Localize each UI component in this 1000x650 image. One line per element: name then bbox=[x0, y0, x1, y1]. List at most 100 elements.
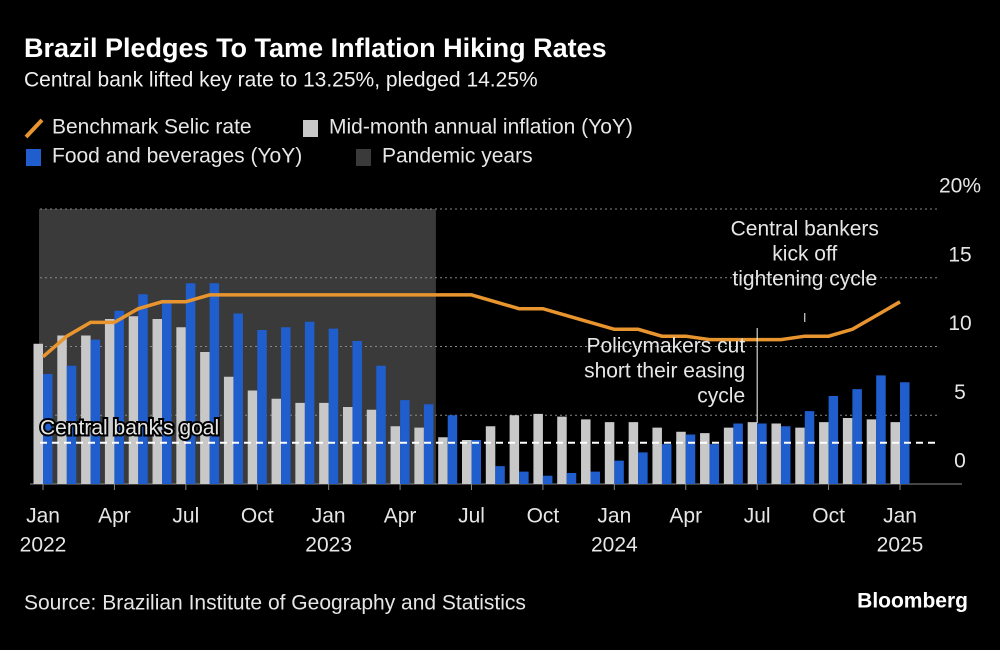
bar bbox=[771, 423, 781, 484]
x-tick-label: Jul bbox=[172, 505, 199, 528]
x-tick-label: Apr bbox=[669, 505, 702, 528]
bar bbox=[257, 330, 267, 484]
bar bbox=[447, 415, 458, 484]
bar bbox=[462, 440, 472, 484]
bar bbox=[542, 475, 553, 484]
bar bbox=[209, 283, 220, 484]
x-year-label: 2024 bbox=[591, 534, 638, 557]
annotation-text: Policymakers cut bbox=[586, 335, 745, 358]
bar bbox=[247, 390, 258, 484]
x-tick-label: Oct bbox=[527, 505, 560, 528]
y-tick-label: 20% bbox=[939, 175, 981, 198]
bar bbox=[795, 427, 805, 484]
legend-label: Pandemic years bbox=[382, 145, 533, 168]
bar bbox=[152, 319, 163, 484]
bar bbox=[638, 452, 648, 484]
bar bbox=[319, 402, 329, 484]
bar bbox=[200, 352, 210, 484]
bar bbox=[223, 376, 234, 484]
bar bbox=[471, 440, 481, 484]
x-tick-label: Jul bbox=[744, 505, 771, 528]
bar bbox=[519, 471, 529, 484]
bar bbox=[128, 316, 139, 484]
bar bbox=[614, 460, 624, 484]
y-tick-label: 0 bbox=[954, 450, 966, 473]
bar bbox=[495, 466, 505, 484]
x-tick-label: Apr bbox=[384, 505, 417, 528]
bar bbox=[557, 416, 567, 484]
bar bbox=[747, 422, 758, 484]
bar bbox=[176, 327, 186, 484]
bar bbox=[628, 422, 639, 484]
bar bbox=[233, 313, 243, 484]
legend-label: Food and beverages (YoY) bbox=[52, 145, 302, 168]
bar bbox=[804, 411, 815, 484]
bar bbox=[581, 419, 591, 484]
bar bbox=[509, 415, 520, 484]
x-tick-label: Jan bbox=[597, 505, 631, 528]
bar bbox=[352, 341, 362, 484]
x-year-label: 2022 bbox=[20, 534, 67, 557]
bar bbox=[676, 431, 686, 484]
bar bbox=[828, 396, 839, 484]
x-tick-label: Jan bbox=[26, 505, 60, 528]
bar bbox=[185, 283, 196, 484]
bar bbox=[866, 419, 877, 484]
annotation-text: cycle bbox=[697, 385, 745, 408]
bar bbox=[900, 382, 910, 484]
legend-label: Mid-month annual inflation (YoY) bbox=[329, 116, 633, 139]
bar bbox=[757, 423, 767, 484]
bar bbox=[533, 413, 543, 484]
bar bbox=[652, 427, 662, 484]
bar bbox=[138, 294, 148, 484]
source: Source: Brazilian Institute of Geography… bbox=[24, 592, 526, 615]
bar bbox=[780, 426, 791, 484]
bar bbox=[342, 407, 353, 484]
bar bbox=[271, 398, 282, 484]
bar bbox=[423, 404, 434, 484]
annotation-text: Central bankers bbox=[731, 218, 879, 241]
bar bbox=[295, 402, 305, 484]
bar bbox=[590, 471, 601, 484]
bar bbox=[304, 321, 315, 484]
bar bbox=[852, 389, 862, 484]
bar bbox=[162, 299, 172, 484]
chart-title: Brazil Pledges To Tame Inflation Hiking … bbox=[24, 33, 607, 63]
x-year-label: 2025 bbox=[877, 534, 924, 557]
bar bbox=[438, 437, 448, 484]
legend-marker bbox=[26, 149, 41, 166]
y-tick-label: 15 bbox=[948, 243, 971, 266]
chart-subtitle: Central bank lifted key rate to 13.25%, … bbox=[24, 69, 538, 92]
x-year-label: 2023 bbox=[305, 534, 352, 557]
legend-marker bbox=[24, 118, 44, 139]
legend-label: Benchmark Selic rate bbox=[52, 116, 252, 139]
goal-label: Central bank's goal bbox=[40, 416, 219, 439]
bar bbox=[81, 335, 91, 484]
bar bbox=[876, 375, 886, 484]
annotation-text: kick off bbox=[772, 243, 837, 266]
bar bbox=[57, 335, 67, 484]
bar bbox=[90, 339, 101, 484]
bar bbox=[104, 319, 115, 484]
bar bbox=[819, 422, 829, 484]
legend-marker bbox=[303, 120, 318, 137]
bar bbox=[376, 365, 386, 484]
x-tick-label: Jan bbox=[312, 505, 346, 528]
x-tick-label: Apr bbox=[98, 505, 131, 528]
bar bbox=[66, 365, 77, 484]
bar bbox=[328, 328, 339, 484]
legend-marker bbox=[356, 149, 371, 166]
bar bbox=[566, 473, 577, 484]
bar bbox=[723, 427, 734, 484]
bar bbox=[390, 426, 401, 484]
bar bbox=[604, 422, 615, 484]
x-tick-label: Oct bbox=[241, 505, 274, 528]
bar bbox=[281, 327, 291, 484]
bar bbox=[661, 444, 672, 484]
bar bbox=[33, 343, 43, 484]
bar bbox=[685, 434, 696, 484]
bar bbox=[43, 374, 53, 484]
brand: Bloomberg bbox=[857, 590, 968, 613]
bar bbox=[733, 423, 743, 484]
